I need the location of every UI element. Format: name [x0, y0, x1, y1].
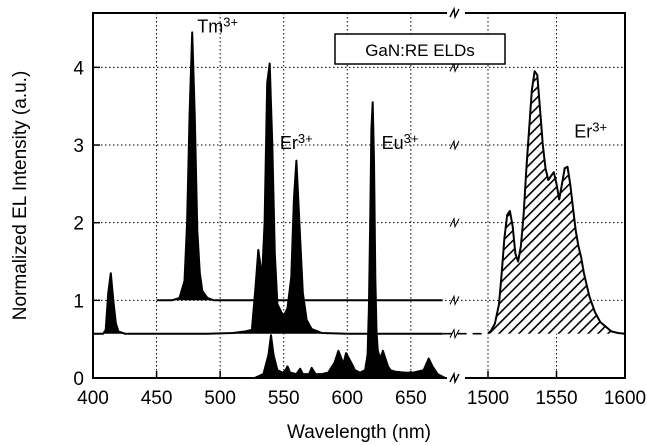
- series-area-1: [93, 63, 443, 334]
- y-tick-label-0: 0: [73, 369, 84, 390]
- series-area-3: [488, 71, 625, 334]
- x-tick-label-0-2: 500: [204, 388, 236, 409]
- break-mask-top: [447, 7, 465, 19]
- break-mark-bottom: [449, 371, 460, 385]
- axis-break-marks: [447, 6, 465, 385]
- break-mark-inner-0: [449, 294, 460, 307]
- y-tick-label-3: 3: [73, 136, 84, 157]
- x-tick-label-1-0: 1500: [467, 388, 509, 409]
- axis-ticks: 0 1 2 3 4 400 450 500 550 600 650 1500 1550 1600: [73, 58, 646, 409]
- series-line-1: [93, 62, 443, 335]
- series-group: [93, 31, 626, 379]
- y-tick-label-2: 2: [73, 214, 84, 235]
- series-line-3: [487, 70, 626, 335]
- x-tick-label-0-1: 450: [141, 388, 173, 409]
- break-mask-bottom: [447, 372, 465, 384]
- break-mark-top: [449, 6, 460, 20]
- x-tick-label-0-4: 600: [331, 388, 363, 409]
- break-mark-inner-1: [449, 328, 460, 340]
- x-tick-label-1-1: 1550: [535, 388, 577, 409]
- annotation-2: Eu3+: [382, 131, 419, 153]
- x-tick-label-1-2: 1600: [604, 388, 646, 409]
- x-tick-label-0-3: 550: [268, 388, 300, 409]
- legend-box: GaN:RE ELDs: [334, 33, 506, 65]
- annotation-3: Er3+: [574, 119, 607, 141]
- plot-frame: [92, 12, 626, 379]
- y-tick-label-1: 1: [73, 291, 84, 312]
- annotation-1: Er3+: [280, 131, 313, 153]
- annotation-0: Tm3+: [197, 14, 238, 36]
- legend-box-text: GaN:RE ELDs: [365, 41, 475, 60]
- annotations: Tm3+ Er3+ Eu3+ Er3+: [197, 14, 607, 152]
- break-mark-inner-2: [449, 216, 460, 229]
- series-line-2: [254, 101, 446, 379]
- legend-box-frame: [334, 33, 506, 65]
- y-tick-label-4: 4: [73, 58, 84, 79]
- x-axis-label: Wavelength (nm): [287, 422, 431, 443]
- x-tick-label-0-5: 650: [395, 388, 427, 409]
- x-tick-label-0-0: 400: [77, 388, 109, 409]
- break-mark-inner-4: [449, 61, 460, 74]
- y-axis-label: Normalized EL Intensity (a.u.): [10, 71, 31, 321]
- break-mark-inner-3: [449, 139, 460, 151]
